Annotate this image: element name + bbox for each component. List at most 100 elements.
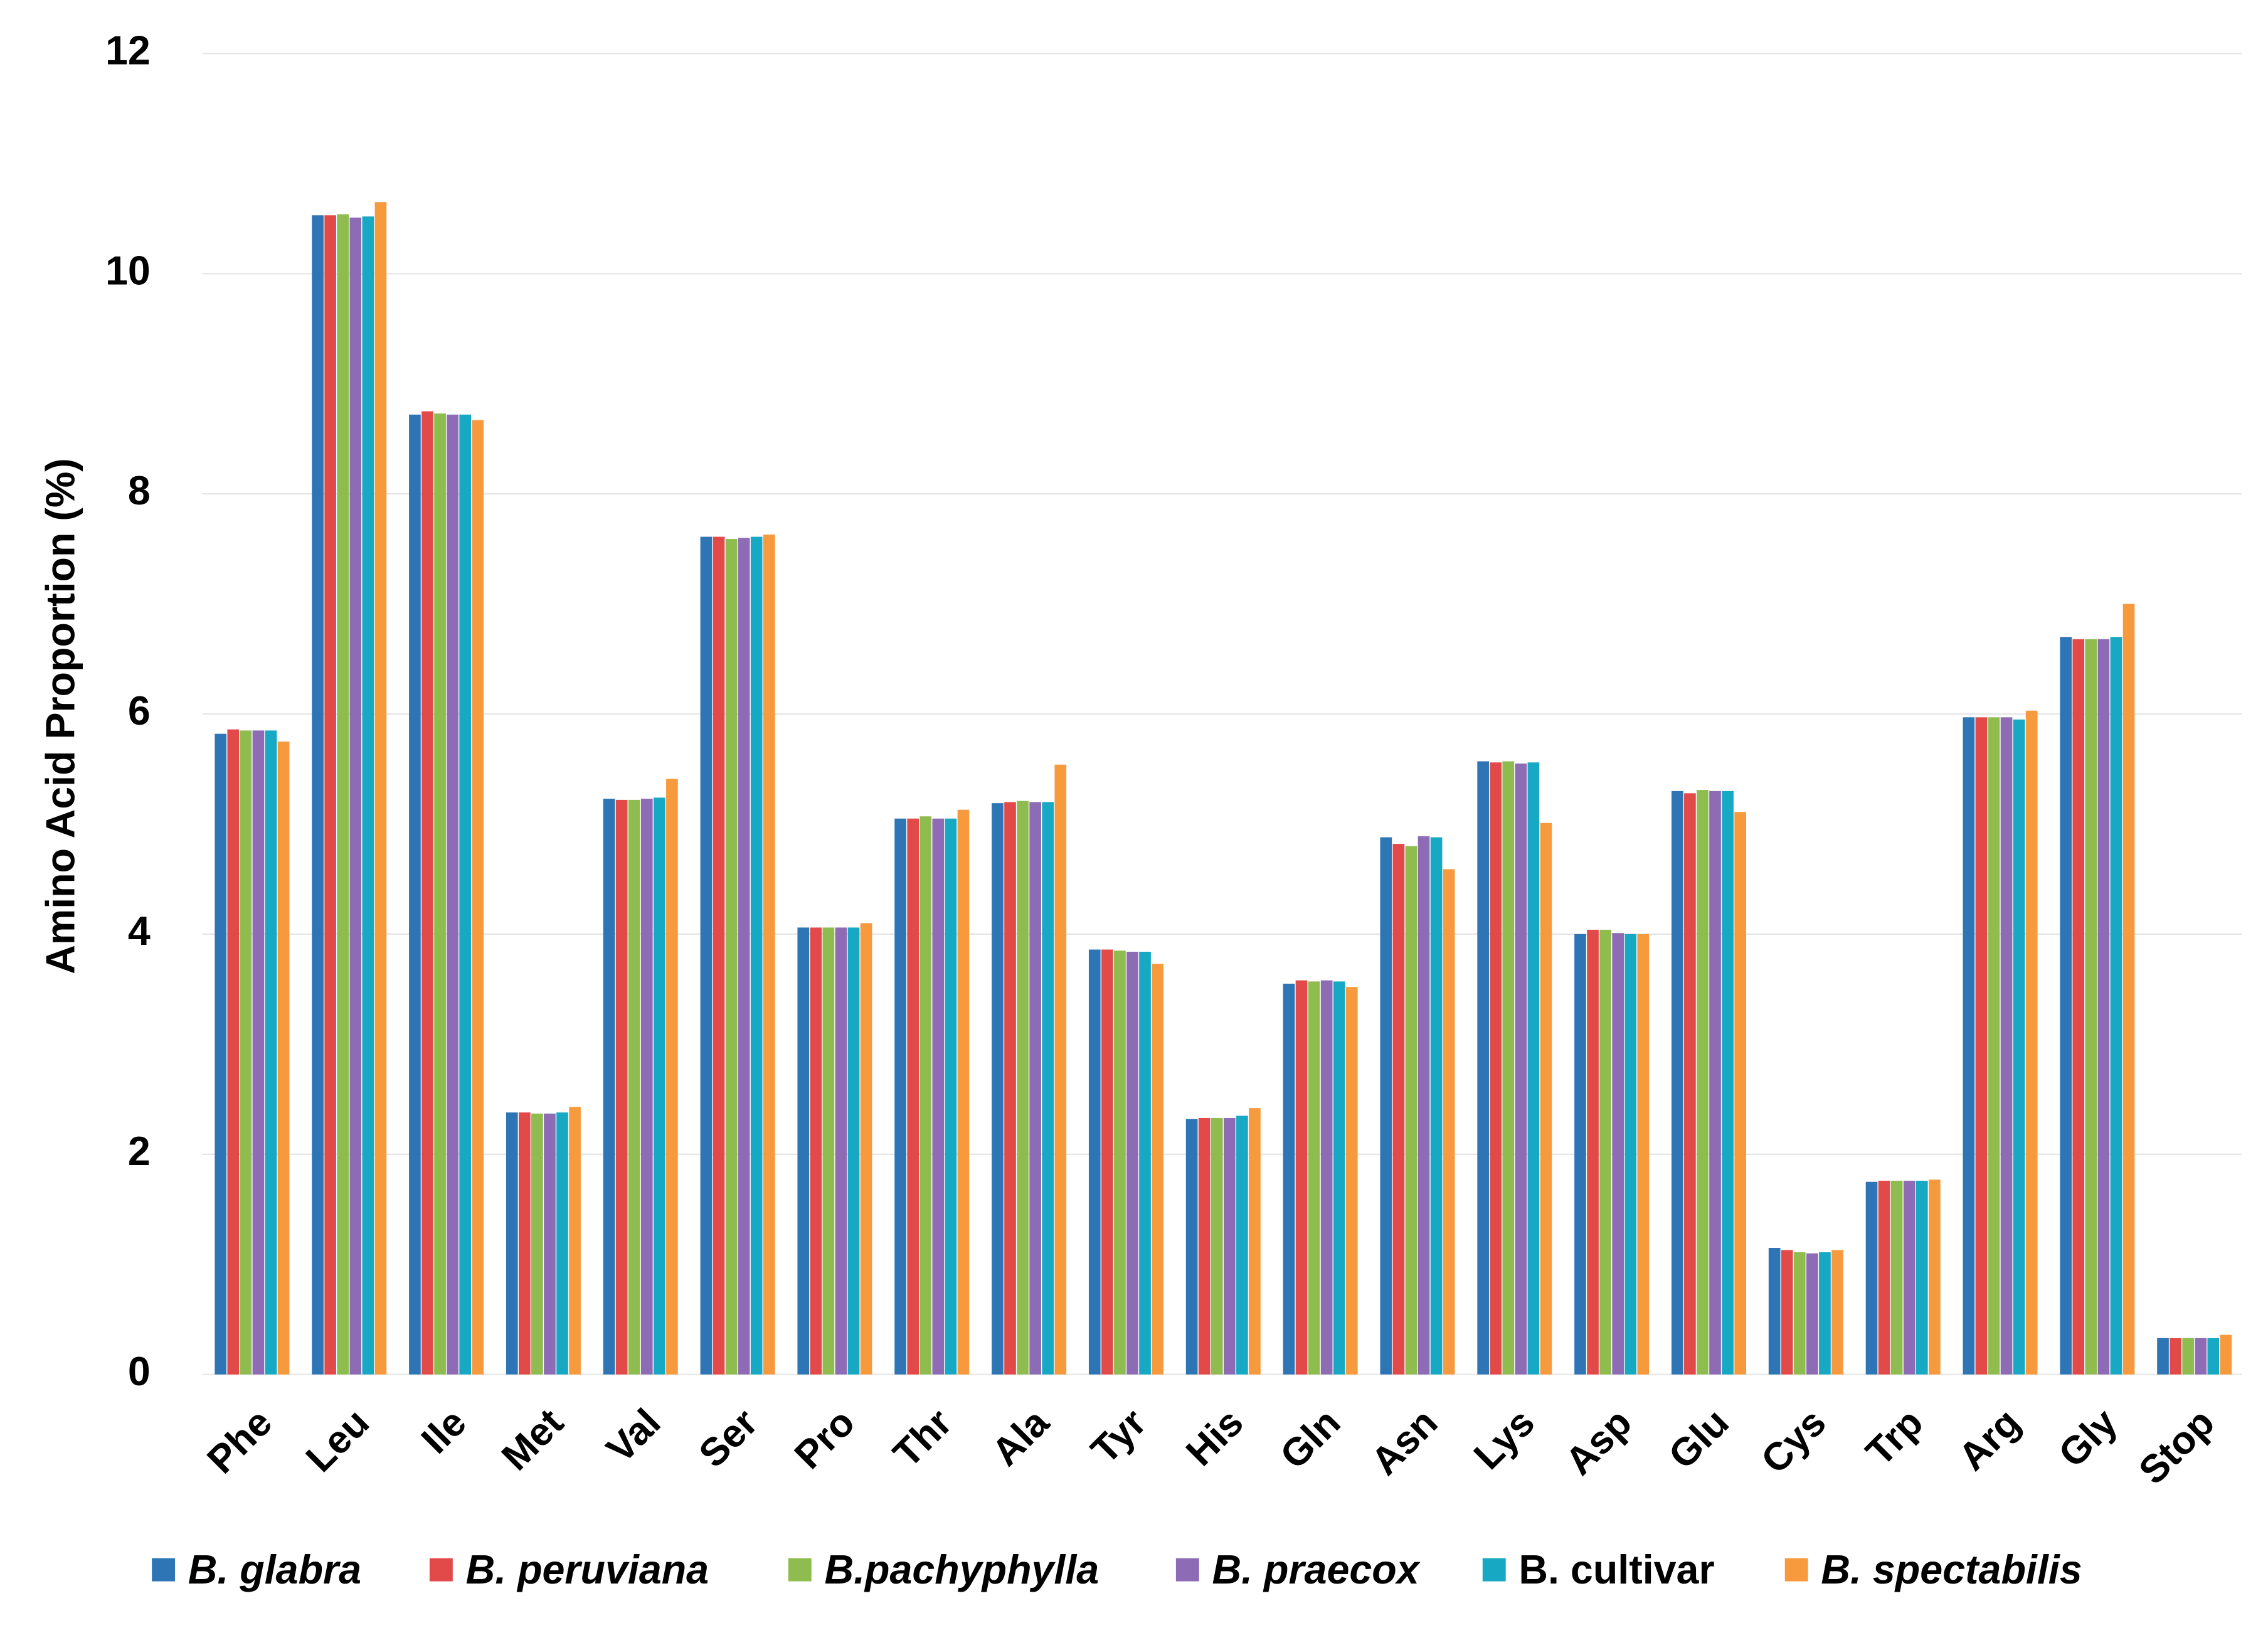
bar <box>1477 761 1489 1375</box>
bar <box>1527 762 1540 1375</box>
bar <box>1283 983 1295 1375</box>
bar <box>957 809 970 1375</box>
bar <box>556 1112 568 1375</box>
y-tick-label: 6 <box>128 688 151 733</box>
bar <box>2220 1334 2232 1375</box>
bar <box>640 799 653 1375</box>
legend-swatch <box>1175 1558 1199 1582</box>
bar <box>1540 822 1552 1375</box>
bar <box>277 741 290 1375</box>
y-tick-label: 0 <box>128 1349 151 1394</box>
x-tick-label: Leu <box>298 1401 378 1481</box>
bar <box>362 216 374 1375</box>
bar <box>1574 934 1586 1375</box>
bar <box>1637 934 1650 1375</box>
x-tick-label: Trp <box>1858 1401 1931 1474</box>
bar <box>1017 801 1029 1375</box>
bar <box>2085 639 2097 1375</box>
x-tick-label: His <box>1178 1401 1251 1474</box>
bar <box>434 413 446 1375</box>
bar <box>447 414 458 1375</box>
bar <box>518 1112 531 1375</box>
legend-swatch <box>152 1558 176 1582</box>
bar <box>2025 710 2038 1375</box>
bar <box>1599 929 1611 1375</box>
bar <box>907 818 919 1375</box>
bar <box>409 414 421 1375</box>
bar <box>506 1112 518 1375</box>
bar <box>2195 1338 2207 1375</box>
bar <box>1088 949 1101 1375</box>
x-tick-label: Gly <box>2050 1400 2126 1476</box>
bar <box>2013 719 2025 1375</box>
legend-label: B. peruviana <box>466 1547 709 1592</box>
bar <box>227 729 240 1375</box>
legend-label: B. spectabilis <box>1821 1547 2082 1592</box>
bar <box>1185 1119 1198 1375</box>
bar <box>1198 1117 1211 1375</box>
x-tick-label: Ser <box>691 1401 766 1476</box>
bar <box>2000 717 2013 1375</box>
bar <box>1211 1117 1223 1375</box>
bar <box>1295 980 1308 1375</box>
bar <box>1236 1115 1248 1375</box>
bar <box>797 927 810 1375</box>
bar <box>1392 844 1405 1375</box>
bar <box>1490 762 1502 1375</box>
bar <box>1890 1180 1903 1375</box>
bar <box>1502 761 1515 1375</box>
bar <box>1515 763 1527 1375</box>
bar <box>750 536 763 1375</box>
bar <box>1709 791 1721 1375</box>
x-tick-label: Glu <box>1661 1401 1737 1477</box>
bar <box>1624 934 1637 1375</box>
bar <box>240 730 252 1375</box>
x-tick-label: Stop <box>2131 1401 2223 1493</box>
x-tick-label: Lys <box>1466 1401 1543 1478</box>
bar <box>1249 1108 1261 1375</box>
bar <box>1101 949 1113 1375</box>
bar <box>2157 1338 2169 1375</box>
x-tick-label: Cys <box>1753 1401 1835 1483</box>
bar <box>1988 717 2000 1375</box>
legend-label: B. cultivar <box>1518 1547 1714 1592</box>
bar <box>459 414 472 1375</box>
bar <box>569 1107 581 1375</box>
bar <box>2182 1338 2194 1375</box>
bar <box>700 536 713 1375</box>
bar <box>2122 604 2135 1375</box>
bar <box>1345 987 1358 1375</box>
bar <box>738 538 750 1375</box>
bar <box>1114 950 1126 1375</box>
y-tick-label: 2 <box>128 1129 151 1174</box>
bar <box>919 816 932 1375</box>
bar <box>1768 1247 1781 1375</box>
bar <box>1793 1252 1806 1375</box>
bar <box>1865 1181 1878 1375</box>
x-tick-label: Val <box>598 1401 669 1471</box>
bar <box>1443 869 1455 1375</box>
legend-label: B.pachyphylla <box>824 1547 1099 1592</box>
bar <box>1916 1180 1928 1375</box>
bar <box>835 927 847 1375</box>
bar <box>628 799 640 1375</box>
bar <box>1333 981 1345 1375</box>
legend-swatch <box>429 1558 453 1582</box>
bar <box>860 923 872 1375</box>
bar <box>1878 1180 1890 1375</box>
bar <box>1380 837 1392 1375</box>
bar <box>763 535 775 1375</box>
bar <box>1405 846 1417 1375</box>
legend-label: B. glabra <box>188 1547 361 1592</box>
bar <box>1126 952 1138 1375</box>
bar <box>421 411 433 1375</box>
x-tick-label: Gln <box>1272 1401 1349 1477</box>
bar <box>1697 790 1709 1375</box>
bar <box>1671 791 1683 1375</box>
bar <box>1308 981 1320 1375</box>
bar <box>932 818 945 1375</box>
bar <box>2110 637 2122 1375</box>
bar <box>1139 952 1151 1375</box>
